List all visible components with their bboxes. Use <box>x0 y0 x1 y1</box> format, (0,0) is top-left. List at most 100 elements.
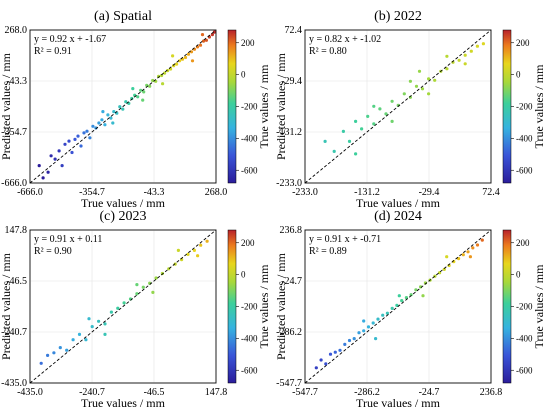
data-point <box>46 170 50 174</box>
data-point <box>70 150 74 155</box>
x-axis-label: True values / mm <box>356 396 441 410</box>
y-axis-label: Predicted values / mm <box>0 52 13 160</box>
data-point <box>357 331 361 335</box>
y-tick-label: -29.4 <box>281 76 302 87</box>
colorbar <box>502 229 512 384</box>
data-point <box>52 351 56 355</box>
data-point <box>87 317 91 321</box>
x-tick-label: -46.5 <box>144 387 165 398</box>
x-tick-label: -666.0 <box>17 187 43 198</box>
data-point <box>343 342 347 346</box>
panel-3: (d) 2024 -547.7 -286.2 -24.7 236.8 236.8 -24.7… <box>274 209 546 410</box>
data-point <box>323 139 327 143</box>
data-point <box>171 54 175 58</box>
data-point <box>136 95 140 99</box>
x-tick-label: -24.7 <box>419 387 440 398</box>
data-point <box>481 42 485 46</box>
colorbar-label: True values / mm <box>532 64 546 149</box>
data-point <box>414 288 418 292</box>
data-point <box>360 127 364 131</box>
data-point <box>374 337 378 341</box>
y-tick-label: -435.0 <box>1 378 27 389</box>
data-point <box>157 74 161 78</box>
data-point <box>347 139 352 143</box>
r-squared: R² = 0.90 <box>34 246 72 257</box>
data-point <box>39 361 43 365</box>
data-point <box>88 136 92 140</box>
data-point <box>461 253 465 257</box>
data-point <box>41 176 45 180</box>
data-point <box>480 238 484 242</box>
colorbar-tick-label: 200 <box>241 38 255 48</box>
data-point <box>135 283 139 287</box>
panel-1: (b) 2022 -233.0 -131.2 -29.4 72.4 72.4 -29.4 -1… <box>274 9 546 210</box>
colorbar-label: True values / mm <box>257 264 271 349</box>
y-tick-label: -547.7 <box>276 378 302 389</box>
colorbar-tick-label: 200 <box>516 238 530 248</box>
data-point <box>372 122 376 126</box>
x-tick-label: -240.7 <box>79 387 105 398</box>
data-point <box>402 92 406 96</box>
data-point <box>37 164 41 168</box>
data-point <box>154 276 158 280</box>
data-point <box>332 149 336 153</box>
data-point <box>445 54 449 58</box>
y-tick-label: -666.0 <box>1 178 27 189</box>
data-point <box>390 306 394 310</box>
data-point <box>85 129 89 133</box>
colorbar-label: True values / mm <box>532 264 546 349</box>
data-point <box>77 332 82 336</box>
data-point <box>409 293 413 297</box>
data-point <box>122 301 126 305</box>
data-point <box>445 255 449 259</box>
x-tick-label: -547.7 <box>292 387 318 398</box>
x-tick-label: -29.4 <box>419 187 440 198</box>
data-point <box>445 67 449 71</box>
y-axis-label: Predicted values / mm <box>274 252 288 360</box>
data-point <box>101 110 105 114</box>
data-point <box>103 123 107 127</box>
data-point <box>354 119 358 123</box>
data-point <box>53 157 57 161</box>
y-tick-label: -233.0 <box>276 178 302 189</box>
colorbar-tick-label: 200 <box>516 38 530 48</box>
data-point <box>371 321 375 325</box>
data-point <box>172 64 176 68</box>
data-point <box>390 99 394 103</box>
regression-equation: y = 0.91 x + 0.11 <box>34 234 102 245</box>
data-point <box>84 338 88 342</box>
data-point <box>376 317 380 321</box>
r-squared: R² = 0.91 <box>34 46 72 57</box>
y-tick-label: -43.3 <box>6 76 27 87</box>
colorbar-tick-label: 0 <box>241 270 246 280</box>
colorbar-tick-label: -200 <box>241 302 258 312</box>
x-tick-label: -435.0 <box>17 387 43 398</box>
colorbar-tick-label: 200 <box>241 238 255 248</box>
x-axis-label: True values / mm <box>81 196 166 210</box>
data-point <box>400 299 404 303</box>
y-tick-label: -286.2 <box>276 327 302 338</box>
data-point <box>71 338 75 342</box>
data-point <box>463 62 467 66</box>
data-point <box>63 142 67 146</box>
data-point <box>183 55 188 60</box>
data-point <box>79 144 83 148</box>
data-point <box>338 348 342 352</box>
data-point <box>366 114 370 118</box>
x-tick-label: -233.0 <box>292 187 318 198</box>
data-point <box>192 248 196 252</box>
data-point <box>57 149 61 153</box>
data-point <box>103 322 107 326</box>
data-point <box>314 366 318 370</box>
x-tick-label: -354.7 <box>79 187 105 198</box>
x-tick-label: 72.4 <box>482 187 500 198</box>
data-point <box>417 69 422 73</box>
identity-line <box>29 229 217 384</box>
identity-line <box>304 229 492 384</box>
y-tick-label: 72.4 <box>285 25 303 36</box>
data-point <box>190 59 195 63</box>
data-point <box>471 246 475 250</box>
data-point <box>121 107 125 111</box>
data-point <box>186 252 190 256</box>
data-point <box>408 79 412 83</box>
